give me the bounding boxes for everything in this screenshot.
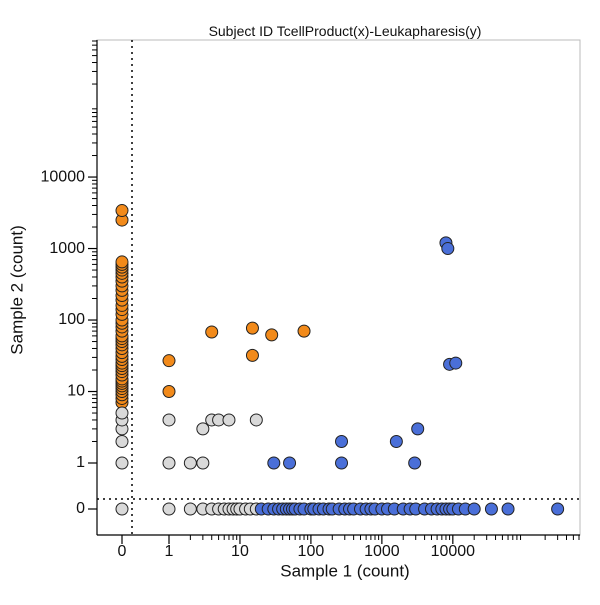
x-tick-label: 0	[118, 543, 127, 560]
point	[297, 324, 311, 338]
point	[484, 502, 498, 516]
point	[162, 354, 176, 368]
point	[162, 385, 176, 399]
point	[389, 434, 403, 448]
point	[267, 456, 281, 470]
point	[245, 348, 259, 362]
point	[249, 413, 263, 427]
y-tick-label: 10	[67, 383, 85, 400]
point	[335, 456, 349, 470]
x-axis-label: Sample 1 (count)	[280, 561, 409, 580]
point	[196, 422, 210, 436]
x-tick-label: 1000	[364, 543, 400, 560]
y-tick-label: 100	[58, 311, 85, 328]
point	[183, 456, 197, 470]
point	[467, 502, 481, 516]
x-tick-label: 1	[165, 543, 174, 560]
point	[335, 434, 349, 448]
point	[196, 456, 210, 470]
point	[115, 456, 129, 470]
point	[115, 406, 129, 420]
x-tick-label: 10000	[431, 543, 476, 560]
point	[205, 325, 219, 339]
point	[551, 502, 565, 516]
point	[222, 413, 236, 427]
point	[501, 502, 515, 516]
point	[245, 321, 259, 335]
point	[265, 328, 279, 342]
point	[162, 502, 176, 516]
y-tick-label: 1	[76, 454, 85, 471]
y-tick-label: 0	[76, 500, 85, 517]
point	[411, 422, 425, 436]
point	[115, 204, 129, 218]
point	[408, 456, 422, 470]
x-tick-label: 100	[298, 543, 325, 560]
point	[183, 502, 197, 516]
point	[115, 502, 129, 516]
point	[441, 242, 455, 256]
chart-title: Subject ID TcellProduct(x)-Leukapharesis…	[209, 23, 482, 39]
x-tick-label: 10	[231, 543, 249, 560]
point	[162, 413, 176, 427]
point	[115, 434, 129, 448]
y-tick-label: 10000	[41, 168, 86, 185]
y-axis-label: Sample 2 (count)	[7, 225, 26, 354]
point	[283, 456, 297, 470]
point	[115, 255, 129, 269]
point	[449, 356, 463, 370]
y-tick-label: 1000	[49, 240, 85, 257]
point	[162, 456, 176, 470]
